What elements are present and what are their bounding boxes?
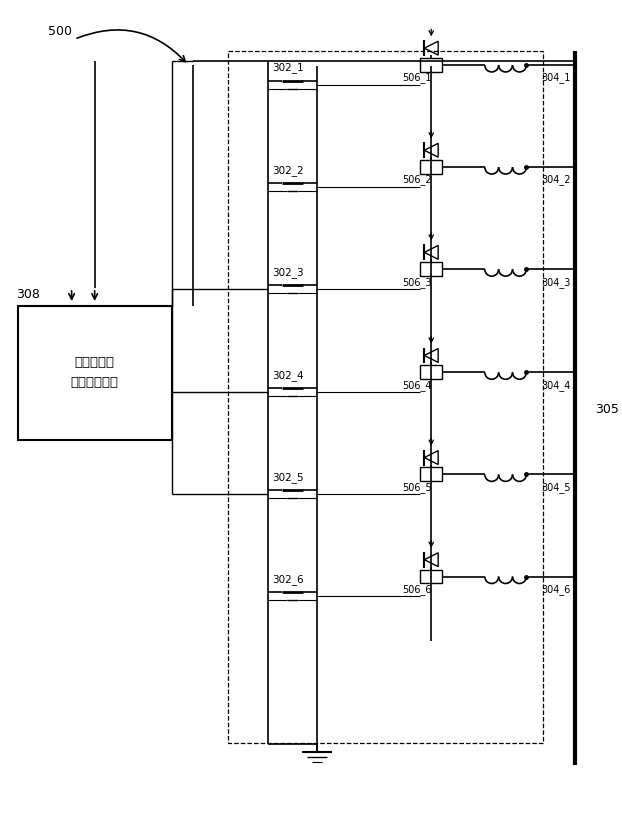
Bar [420,161,442,174]
Bar [420,58,442,72]
Text: 304_2: 304_2 [541,174,571,185]
Text: 302_3: 302_3 [272,267,304,278]
Text: 304_5: 304_5 [541,482,571,493]
Text: 302_4: 302_4 [272,370,304,381]
Text: 302_5: 302_5 [272,472,304,483]
Text: 制御ユニット: 制御ユニット [71,376,119,389]
Bar [420,365,442,379]
Text: 506_3: 506_3 [402,277,432,287]
Text: 302_1: 302_1 [272,62,304,74]
Text: 506_6: 506_6 [402,584,432,595]
Text: 304_4: 304_4 [541,380,570,391]
Text: 304_1: 304_1 [541,72,570,84]
Bar [420,468,442,482]
Text: 302_2: 302_2 [272,165,304,175]
Bar [420,262,442,276]
Text: 506_2: 506_2 [402,174,432,185]
Text: 500: 500 [48,25,72,38]
Text: 308: 308 [16,287,40,301]
Bar [420,569,442,583]
Text: 304_3: 304_3 [541,277,570,287]
Text: 302_6: 302_6 [272,574,304,585]
Bar [18,306,172,440]
Text: 506_4: 506_4 [402,380,432,391]
Text: 305: 305 [595,404,619,417]
Text: 検出および: 検出および [75,356,114,369]
Text: 506_5: 506_5 [402,482,432,493]
Text: 304_6: 304_6 [541,584,570,595]
Bar [228,51,543,743]
Text: 506_1: 506_1 [402,72,432,84]
